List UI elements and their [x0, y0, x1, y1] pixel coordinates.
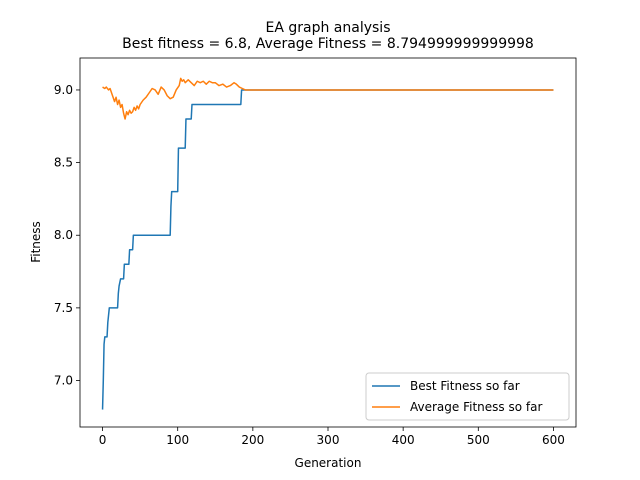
series-layer: [101, 77, 554, 410]
x-tick-label: 0: [99, 433, 107, 447]
plot-area: 0 100 200 300 400 500 600 7.0 7.5 8.0 8.5 9.0: [54, 57, 577, 447]
legend-label-best: Best Fitness so far: [410, 379, 520, 393]
y-axis-label: Fitness: [29, 221, 43, 263]
x-tick-label: 500: [467, 433, 490, 447]
x-axis-label: Generation: [295, 456, 362, 470]
x-axis-ticks: 0 100 200 300 400 500 600: [99, 427, 565, 447]
y-tick-label: 9.0: [54, 83, 73, 97]
y-tick-label: 7.5: [54, 301, 73, 315]
x-tick-label: 600: [542, 433, 565, 447]
x-tick-label: 400: [392, 433, 415, 447]
legend: Best Fitness so far Average Fitness so f…: [365, 372, 570, 421]
x-tick-label: 100: [166, 433, 189, 447]
x-tick-label: 300: [317, 433, 340, 447]
y-tick-label: 8.5: [54, 156, 73, 170]
chart-subtitle: Best fitness = 6.8, Average Fitness = 8.…: [122, 36, 534, 52]
y-axis-ticks: 7.0 7.5 8.0 8.5 9.0: [54, 83, 80, 388]
y-tick-label: 7.0: [54, 374, 73, 388]
x-tick-label: 200: [241, 433, 264, 447]
series-line-best-fitness: [101, 89, 554, 410]
y-tick-label: 8.0: [54, 228, 73, 242]
chart-title: EA graph analysis: [266, 20, 391, 36]
legend-label-average: Average Fitness so far: [410, 400, 542, 414]
legend-frame: [365, 372, 570, 421]
series-line-average-fitness: [102, 77, 554, 120]
